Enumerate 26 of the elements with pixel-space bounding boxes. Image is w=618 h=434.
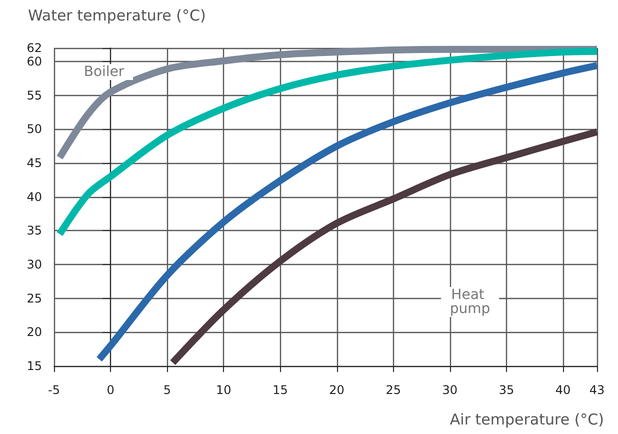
y-tick-label: 30 [26, 258, 42, 272]
x-tick-label: -5 [48, 383, 60, 397]
y-tick-label: 55 [26, 88, 42, 102]
y-tick-label: 60 [26, 54, 42, 69]
x-tick-label: 15 [272, 383, 288, 397]
y-tick-label: 25 [26, 291, 42, 306]
y-tick-label: 40 [26, 190, 42, 204]
x-tick-label: 0 [106, 383, 114, 397]
x-axis-title: Air temperature (°C) [450, 410, 604, 428]
x-tick-label: 20 [329, 383, 344, 397]
x-tick-label: 10 [216, 383, 232, 397]
y-tick-label: 45 [26, 156, 42, 170]
y-tick-label: 62 [26, 41, 42, 55]
x-tick-label: 5 [163, 383, 171, 397]
x-tick-label: 40 [555, 383, 571, 397]
annotation: Boiler [84, 64, 124, 80]
x-tick-label: 25 [386, 383, 402, 397]
y-tick-label: 35 [26, 224, 42, 238]
x-tick-label: 43 [589, 383, 605, 397]
y-tick-label: 50 [26, 122, 42, 136]
y-tick-label: 15 [26, 359, 42, 373]
x-tick-label: 35 [498, 383, 514, 397]
x-tick-label: 30 [442, 383, 458, 397]
y-axis-title: Water temperature (°C) [28, 6, 206, 24]
annotation: Heat pump [450, 287, 490, 317]
y-tick-label: 20 [26, 325, 42, 340]
